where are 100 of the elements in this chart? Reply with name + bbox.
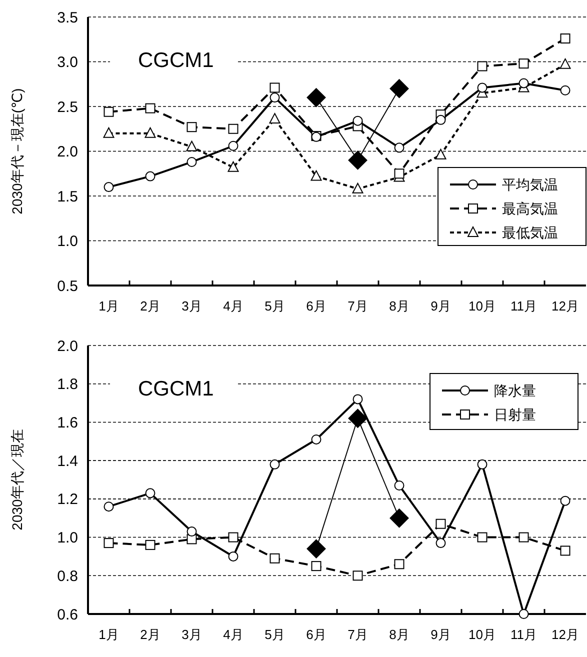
x-tick-label: 7月 (348, 298, 368, 314)
y-tick-label: 3.0 (57, 54, 78, 71)
point (518, 532, 529, 542)
point (310, 170, 322, 181)
x-tick-label: 2月 (140, 627, 160, 642)
point (352, 570, 363, 581)
x-tick-label: 4月 (223, 298, 244, 314)
point (394, 559, 404, 570)
point (228, 140, 238, 151)
point (436, 518, 446, 529)
point (560, 33, 570, 44)
point (390, 508, 409, 528)
x-tick-label: 9月 (430, 298, 451, 314)
legend-label: 降水量 (494, 382, 536, 398)
x-tick-label: 6月 (306, 298, 326, 314)
y-tick-label: 1.8 (57, 376, 78, 394)
point (394, 480, 404, 491)
point (477, 459, 488, 470)
point (477, 82, 488, 93)
point (228, 532, 238, 542)
point (186, 140, 198, 152)
point (270, 459, 280, 470)
point (104, 502, 114, 512)
x-tick-label: 11月 (510, 298, 537, 314)
point (186, 526, 197, 537)
point (145, 488, 156, 498)
point (270, 92, 280, 103)
x-tick-label: 9月 (430, 627, 451, 642)
x-tick-label: 5月 (264, 298, 285, 314)
point (518, 609, 529, 619)
y-tick-label: 1.0 (57, 530, 78, 547)
x-tick-label: 4月 (223, 627, 244, 642)
legend-label: 最高気温 (502, 200, 558, 216)
point (436, 114, 446, 125)
point (560, 496, 570, 506)
y-axis-title: 2030年代－現在(℃) (9, 88, 25, 214)
point (560, 546, 570, 556)
point (311, 561, 322, 572)
x-tick-label: 7月 (348, 627, 368, 642)
y-tick-label: 2.0 (57, 338, 78, 355)
point (306, 539, 326, 558)
point (394, 168, 404, 179)
y-tick-label: 0.8 (57, 568, 78, 585)
y-tick-label: 1.4 (57, 452, 78, 470)
point (518, 58, 529, 69)
point (477, 532, 488, 542)
y-tick-label: 1.0 (57, 233, 78, 250)
point (104, 182, 114, 192)
point (435, 148, 446, 160)
point (518, 78, 529, 88)
point (228, 161, 239, 172)
point (144, 127, 156, 138)
x-tick-label: 3月 (182, 298, 202, 314)
point (394, 142, 404, 153)
point (306, 88, 326, 108)
y-tick-label: 2.0 (57, 144, 78, 160)
point (269, 113, 280, 124)
point (436, 538, 446, 548)
legend-label: 最低気温 (502, 224, 558, 240)
y-tick-label: 0.5 (57, 278, 78, 295)
x-tick-label: 12月 (552, 298, 579, 314)
point (270, 553, 280, 564)
y-tick-label: 1.6 (57, 414, 78, 432)
point (145, 540, 156, 550)
point (186, 156, 197, 167)
point (104, 538, 114, 548)
point (352, 394, 363, 404)
point (103, 127, 114, 138)
x-tick-label: 6月 (306, 627, 326, 642)
point (145, 103, 156, 114)
x-tick-label: 10月 (468, 627, 496, 642)
point (477, 61, 488, 72)
x-tick-label: 8月 (389, 298, 410, 314)
x-tick-label: 5月 (264, 627, 285, 642)
x-tick-label: 1月 (98, 298, 119, 314)
point (348, 408, 368, 428)
point (348, 150, 368, 170)
point (352, 116, 363, 126)
y-tick-label: 3.5 (57, 9, 78, 26)
legend-label: 平均気温 (502, 176, 558, 192)
legend-label: 日射量 (494, 406, 536, 422)
point (228, 551, 238, 562)
x-tick-label: 2月 (140, 298, 160, 314)
x-tick-label: 10月 (468, 298, 496, 314)
point (270, 82, 280, 93)
point (560, 58, 571, 69)
y-tick-label: 1.5 (57, 188, 78, 206)
x-tick-label: 12月 (552, 627, 579, 642)
point (145, 171, 156, 182)
x-tick-label: 1月 (98, 627, 119, 642)
x-tick-label: 8月 (389, 627, 410, 642)
point (352, 182, 364, 194)
annotation: CGCM1 (138, 49, 214, 72)
y-tick-label: 0.6 (57, 606, 78, 624)
y-tick-label: 1.2 (57, 491, 78, 508)
annotation: CGCM1 (138, 378, 214, 400)
point (186, 122, 197, 132)
y-tick-label: 2.5 (57, 98, 78, 116)
point (104, 106, 114, 117)
x-tick-label: 3月 (182, 627, 202, 642)
